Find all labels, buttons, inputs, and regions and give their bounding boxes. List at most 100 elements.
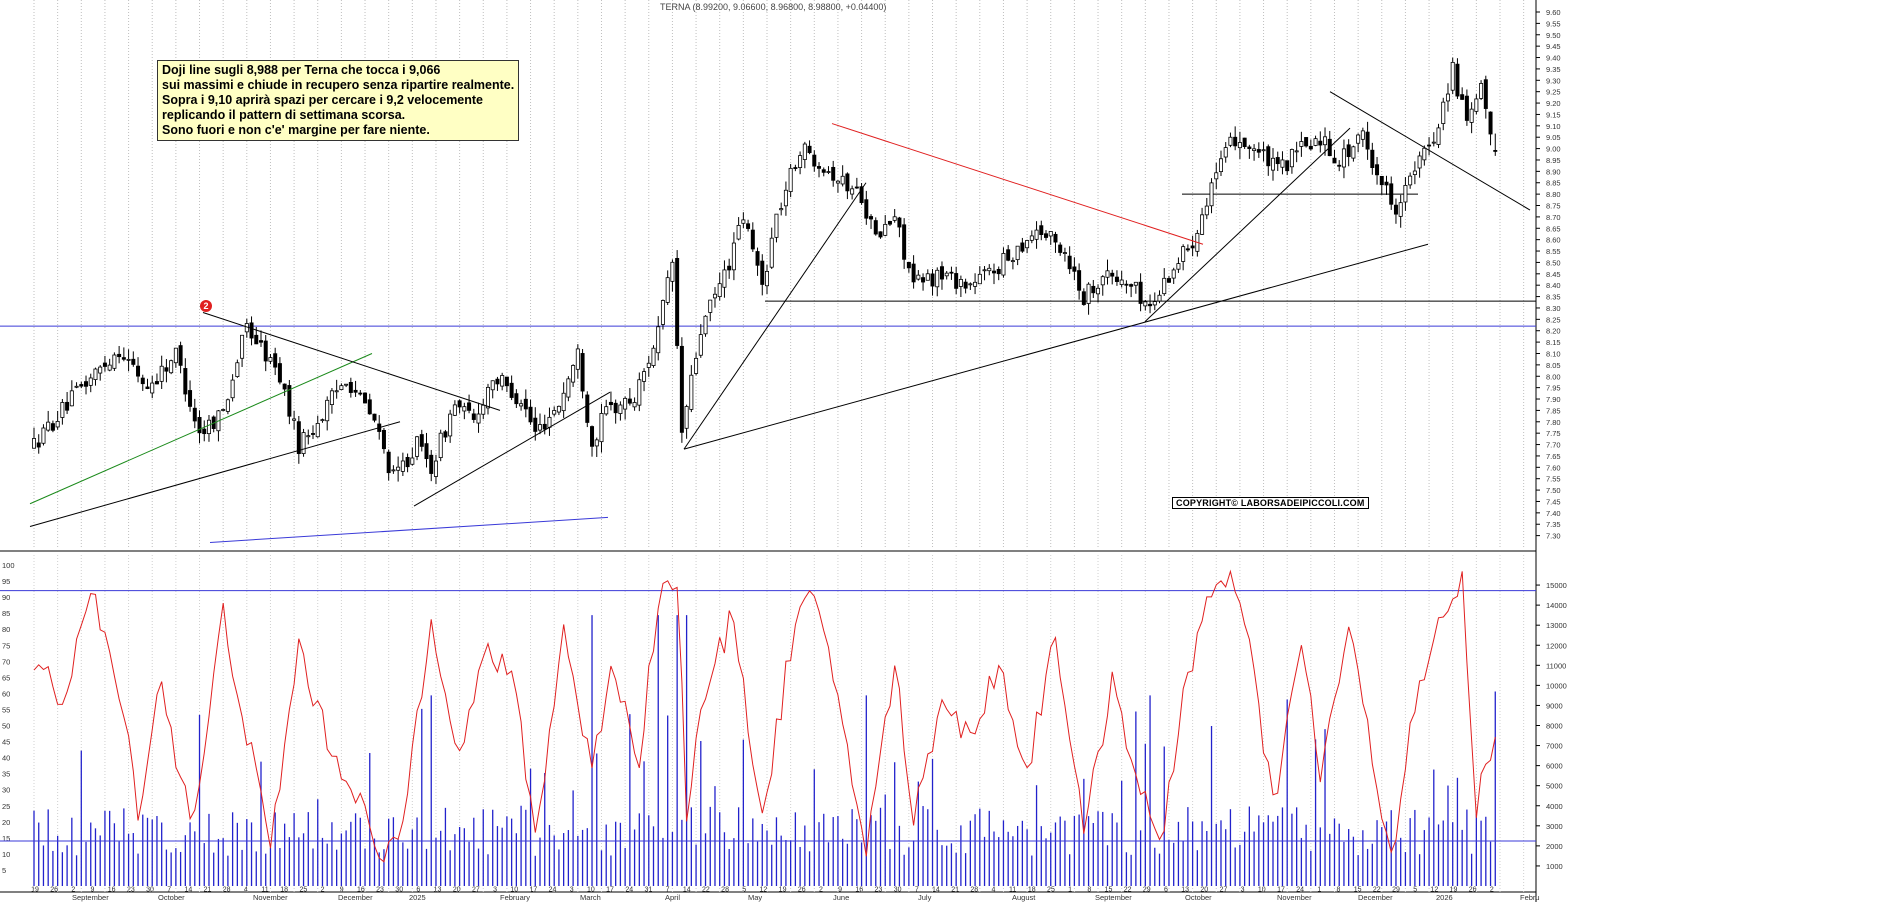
x-day-label: 11 — [261, 887, 268, 894]
candle-body — [367, 399, 372, 415]
candle-body — [793, 167, 798, 169]
candle-body — [528, 406, 533, 423]
x-month-label: November — [1277, 893, 1312, 902]
candle-body — [102, 362, 107, 367]
candle-body — [514, 393, 519, 405]
candle-body — [296, 421, 301, 454]
price-tick-label: 7.35 — [1546, 520, 1561, 529]
candle-body — [325, 399, 330, 422]
candle-body — [765, 271, 770, 287]
price-tick-label: 9.45 — [1546, 42, 1561, 51]
oscillator-tick-label: 5 — [2, 866, 6, 875]
candle-body — [1110, 272, 1115, 277]
candle-body — [452, 404, 457, 416]
candle-body — [1488, 111, 1493, 135]
candle-body — [1285, 160, 1290, 172]
candle-body — [405, 456, 410, 468]
candle-body — [353, 389, 358, 393]
x-month-label: June — [833, 893, 849, 902]
price-tick-label: 9.30 — [1546, 76, 1561, 85]
candle-body — [36, 442, 41, 448]
x-day-label: 15 — [1105, 887, 1113, 894]
x-day-label: 6 — [416, 887, 420, 894]
candle-body — [1152, 301, 1157, 306]
candle-body — [831, 166, 836, 181]
candle-body — [963, 281, 968, 289]
candle-body — [1228, 136, 1233, 146]
candle-body — [1015, 245, 1020, 261]
candle-body — [1313, 138, 1318, 146]
candle-body — [807, 145, 812, 154]
candle-body — [594, 439, 599, 447]
oscillator-tick-label: 70 — [2, 657, 10, 666]
oscillator-tick-label: 20 — [2, 818, 10, 827]
candle-body — [906, 261, 911, 269]
trendline-red — [831, 123, 1204, 245]
candle-body — [230, 379, 235, 399]
candle-body — [509, 382, 514, 398]
candle-body — [169, 360, 174, 374]
candle-body — [391, 469, 396, 472]
volume-tick-label: 5000 — [1546, 782, 1563, 791]
x-day-label: 4 — [991, 887, 995, 894]
candle-body — [1214, 172, 1219, 180]
candle-body — [703, 315, 708, 335]
candle-body — [140, 377, 145, 385]
x-day-label: 6 — [1164, 887, 1168, 894]
candle-body — [783, 189, 788, 207]
candle-body — [1398, 202, 1403, 217]
candle-body — [902, 224, 907, 260]
candle-body — [712, 293, 717, 299]
candle-body — [65, 401, 70, 411]
candle-body — [1275, 157, 1280, 165]
trendline-resistance-1 — [202, 312, 501, 411]
candle-body — [1294, 150, 1299, 153]
candle-body — [197, 417, 202, 434]
candle-body — [750, 229, 755, 250]
candle-body — [1393, 204, 1398, 215]
candle-body — [1114, 276, 1119, 282]
candle-body — [1162, 277, 1167, 295]
candle-body — [495, 378, 500, 385]
x-day-label: 22 — [1124, 887, 1132, 894]
candle-body — [145, 386, 150, 389]
price-tick-label: 8.55 — [1546, 247, 1561, 256]
volume-tick-label: 3000 — [1546, 822, 1563, 831]
candle-body — [249, 322, 254, 339]
candle-body — [98, 366, 103, 374]
x-month-label: Febru — [1520, 893, 1540, 902]
oscillator-tick-label: 75 — [2, 641, 10, 650]
price-tick-label: 7.90 — [1546, 395, 1561, 404]
price-tick-label: 7.85 — [1546, 406, 1561, 415]
price-tick-label: 8.15 — [1546, 338, 1561, 347]
price-tick-label: 7.30 — [1546, 532, 1561, 541]
candle-body — [1247, 146, 1252, 149]
x-day-label: 19 — [1450, 887, 1458, 894]
candle-body — [590, 426, 595, 447]
candle-body — [415, 436, 420, 457]
candle-body — [1034, 229, 1039, 240]
candle-body — [268, 357, 273, 362]
x-day-label: 17 — [606, 887, 614, 894]
price-tick-label: 7.45 — [1546, 497, 1561, 506]
candle-body — [556, 405, 561, 413]
candle-body — [675, 258, 680, 346]
x-day-label: 10 — [1258, 887, 1266, 894]
candle-body — [642, 371, 647, 382]
price-tick-label: 8.05 — [1546, 361, 1561, 370]
candle-body — [60, 402, 65, 418]
candle-body — [1091, 285, 1096, 294]
price-tick-label: 8.80 — [1546, 190, 1561, 199]
candle-body — [1010, 260, 1015, 263]
x-month-label: August — [1012, 893, 1036, 902]
x-day-label: 19 — [779, 887, 787, 894]
x-day-label: 24 — [625, 887, 633, 894]
candle-body — [1422, 147, 1427, 161]
volume-tick-label: 14000 — [1546, 601, 1567, 610]
x-month-label: April — [665, 893, 680, 902]
candle-body — [277, 363, 282, 383]
oscillator-tick-label: 65 — [2, 673, 10, 682]
price-tick-label: 7.65 — [1546, 452, 1561, 461]
candle-body — [1365, 131, 1370, 150]
candle-body — [1252, 148, 1257, 151]
